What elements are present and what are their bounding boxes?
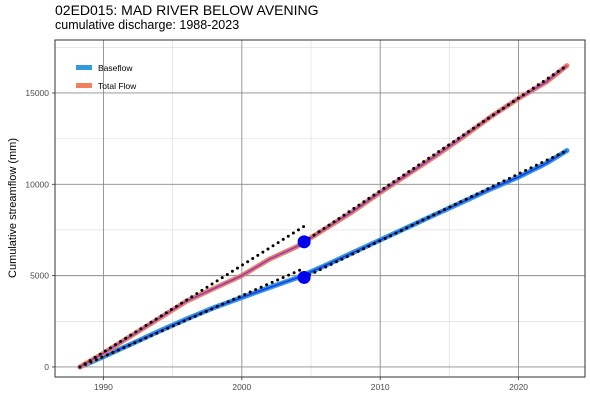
legend-label-baseflow: Baseflow bbox=[98, 63, 133, 73]
x-tick-label: 1990 bbox=[94, 382, 113, 392]
x-tick-label: 2000 bbox=[232, 382, 251, 392]
y-axis-label: Cumulative streamflow (mm) bbox=[7, 138, 19, 278]
x-tick-label: 2010 bbox=[371, 382, 390, 392]
trend-line bbox=[78, 266, 306, 369]
y-tick-label: 5000 bbox=[30, 271, 49, 281]
breakpoint-marker bbox=[297, 270, 311, 284]
grid bbox=[55, 40, 585, 377]
trend-line bbox=[78, 224, 306, 369]
y-axis: 0 5000 10000 15000 bbox=[25, 88, 55, 372]
trend-line bbox=[302, 149, 569, 279]
breakpoints bbox=[297, 235, 311, 284]
x-tick-label: 2020 bbox=[509, 382, 528, 392]
trend-line bbox=[302, 64, 569, 244]
breakpoint-marker bbox=[297, 235, 311, 249]
plot-background bbox=[55, 40, 585, 377]
y-tick-label: 0 bbox=[44, 362, 49, 372]
plot-border bbox=[54, 39, 586, 378]
chart-title: 02ED015: MAD RIVER BELOW AVENING bbox=[55, 2, 319, 18]
legend-key-total-flow bbox=[76, 83, 92, 88]
chart-subtitle: cumulative discharge: 1988-2023 bbox=[55, 18, 239, 32]
y-tick-label: 15000 bbox=[25, 88, 49, 98]
legend-key-baseflow bbox=[76, 65, 92, 70]
legend: Baseflow Total Flow bbox=[76, 63, 137, 91]
x-axis: 1990 2000 2010 2020 bbox=[94, 377, 528, 392]
trend-lines bbox=[78, 64, 569, 369]
series-fit-baseflow bbox=[79, 149, 568, 368]
legend-label-total-flow: Total Flow bbox=[98, 81, 137, 91]
y-tick-label: 10000 bbox=[25, 179, 49, 189]
